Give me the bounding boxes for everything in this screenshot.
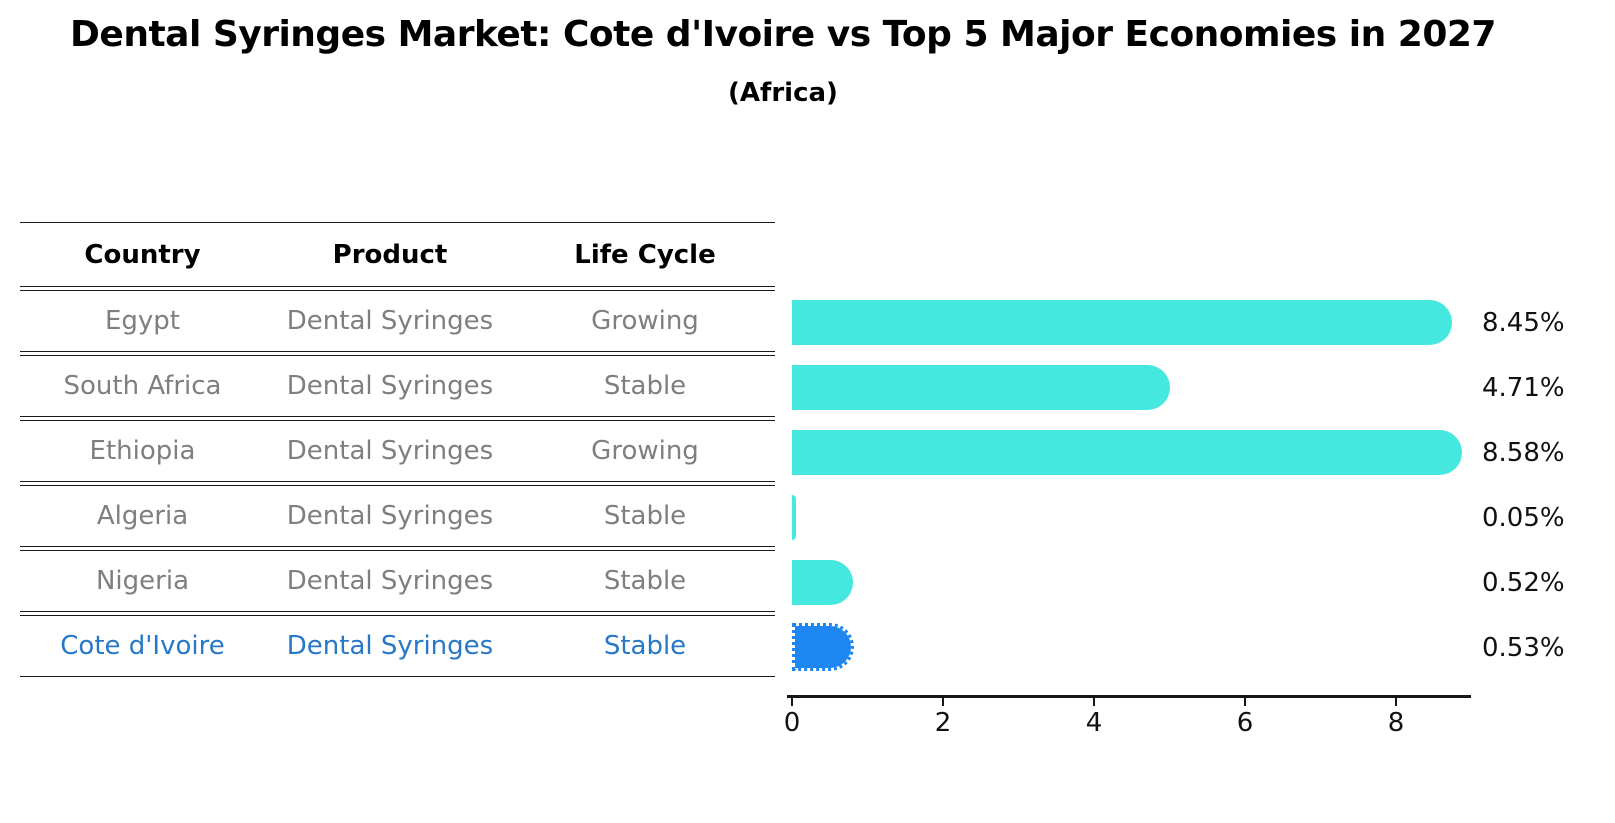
country-cell: Egypt [104,306,181,336]
lifecycle-cell: Stable [603,371,687,401]
table-row: Egypt Dental Syringes Growing [20,290,775,352]
table-header-row: Country Product Life Cycle [20,222,775,287]
x-axis-tick-label: 6 [1236,708,1254,738]
bar [792,365,1170,410]
x-axis-tick-label: 0 [783,708,801,738]
chart-subtitle: (Africa) [728,78,838,108]
product-cell: Dental Syringes [286,566,494,596]
x-axis-tick-label: 8 [1387,708,1405,738]
table-header-lifecycle: Life Cycle [574,239,716,270]
x-axis-tick [941,697,945,706]
bar [792,560,853,605]
x-axis-tick [1243,697,1247,706]
product-cell: Dental Syringes [286,501,494,531]
x-axis-tick [1394,697,1398,706]
value-label: 0.05% [1482,502,1565,533]
bar [792,300,1452,345]
lifecycle-cell: Growing [591,436,699,466]
lifecycle-cell: Stable [603,631,687,661]
product-cell: Dental Syringes [286,631,494,661]
x-axis-line [787,695,1471,698]
product-cell: Dental Syringes [286,306,494,336]
table-row: Cote d'Ivoire Dental Syringes Stable [20,615,775,677]
country-table: Country Product Life Cycle Egypt Dental … [20,222,775,680]
value-label: 8.45% [1482,307,1565,338]
country-cell: Nigeria [95,566,190,596]
bar-highlighted [792,623,854,671]
table-header-country: Country [84,239,201,270]
table-header-product: Product [332,239,448,270]
x-axis-tick-label: 4 [1085,708,1103,738]
x-axis-tick [1092,697,1096,706]
table-row: Nigeria Dental Syringes Stable [20,550,775,612]
country-cell: South Africa [63,371,222,401]
lifecycle-cell: Stable [603,501,687,531]
value-label: 8.58% [1482,437,1565,468]
lifecycle-cell: Growing [591,306,699,336]
table-row: Ethiopia Dental Syringes Growing [20,420,775,482]
bar [792,430,1462,475]
x-axis-tick-label: 2 [934,708,952,738]
chart-title: Dental Syringes Market: Cote d'Ivoire vs… [70,14,1496,55]
table-row: Algeria Dental Syringes Stable [20,485,775,547]
value-label: 4.71% [1482,372,1565,403]
value-label: 0.53% [1482,632,1565,663]
value-label: 0.52% [1482,567,1565,598]
lifecycle-cell: Stable [603,566,687,596]
country-cell: Cote d'Ivoire [60,631,225,661]
country-cell: Ethiopia [89,436,196,466]
product-cell: Dental Syringes [286,371,494,401]
product-cell: Dental Syringes [286,436,494,466]
x-axis-tick [790,697,794,706]
country-cell: Algeria [96,501,189,531]
bar [792,495,796,540]
table-row: South Africa Dental Syringes Stable [20,355,775,417]
